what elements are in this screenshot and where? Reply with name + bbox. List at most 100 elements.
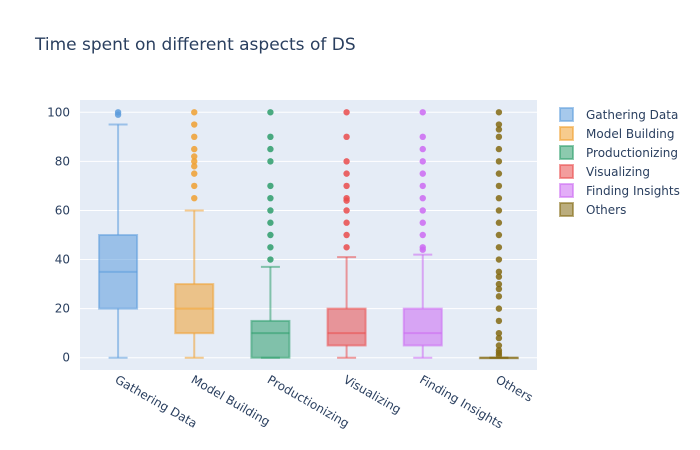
box-productionizing — [250, 109, 291, 359]
outlier-point — [419, 231, 426, 239]
legend-label: Model Building — [586, 127, 675, 141]
legend-label: Productionizing — [586, 146, 678, 160]
plot-background — [80, 100, 537, 370]
outlier-point — [495, 244, 503, 251]
legend-swatch — [559, 164, 574, 179]
outlier-point — [419, 219, 426, 226]
outlier-point — [495, 256, 503, 263]
outlier-point — [191, 170, 198, 177]
box-iqr — [402, 307, 443, 347]
outlier-point — [343, 231, 350, 239]
outlier-point — [191, 121, 198, 128]
outlier-point — [267, 256, 274, 263]
outlier-point — [191, 133, 198, 141]
outlier-point — [267, 182, 274, 190]
outlier-point — [495, 334, 503, 342]
outlier-point — [495, 273, 503, 280]
legend-label: Others — [586, 203, 626, 217]
outlier-point — [191, 194, 198, 202]
legend-label: Finding Insights — [586, 184, 680, 198]
outlier-point — [419, 244, 426, 251]
legend-item-finding-insights[interactable]: Finding Insights — [559, 183, 680, 198]
x-tick-label: Visualizing — [341, 372, 403, 416]
outlier-point — [343, 207, 350, 214]
box-iqr — [250, 319, 291, 359]
legend-item-others[interactable]: Others — [559, 202, 626, 217]
legend-swatch — [559, 145, 574, 160]
box-model-building — [174, 109, 215, 359]
outlier-point — [495, 145, 503, 153]
outlier-point — [495, 293, 503, 300]
x-tick-label: Others — [493, 372, 535, 404]
outlier-point — [343, 219, 350, 226]
outlier-point — [495, 194, 503, 202]
y-tick-label: 0 — [62, 351, 70, 365]
outlier-point — [495, 285, 503, 293]
box-others — [478, 109, 519, 360]
outlier-point — [343, 109, 350, 116]
y-tick-label: 40 — [55, 253, 70, 267]
outlier-point — [114, 109, 122, 116]
outlier-point — [419, 145, 426, 153]
outlier-point — [495, 329, 503, 337]
legend-item-productionizing[interactable]: Productionizing — [559, 145, 678, 160]
outlier-point — [343, 158, 350, 165]
outlier-point — [191, 153, 198, 160]
x-tick-label: Finding Insights — [417, 372, 505, 431]
legend-label: Gathering Data — [586, 108, 678, 122]
legend-item-visualizing[interactable]: Visualizing — [559, 164, 650, 179]
outlier-point — [419, 182, 426, 190]
legend-swatch — [559, 126, 574, 141]
outlier-point — [419, 158, 426, 165]
outlier-point — [267, 158, 274, 165]
outlier-point — [191, 182, 198, 190]
outlier-point — [419, 170, 426, 177]
box-gathering-data — [98, 109, 139, 359]
legend-item-model-building[interactable]: Model Building — [559, 126, 675, 141]
legend-swatch — [559, 107, 574, 122]
legend[interactable]: Gathering Data Model Building Productioniz… — [559, 107, 680, 217]
outlier-point — [267, 145, 274, 153]
y-tick-label: 60 — [55, 203, 70, 217]
outlier-point — [495, 109, 503, 116]
box-visualizing — [326, 109, 367, 359]
outlier-point — [343, 133, 350, 141]
outlier-point — [419, 109, 426, 116]
outlier-point — [343, 194, 350, 202]
outlier-point — [267, 109, 274, 116]
y-tick-label: 20 — [55, 302, 70, 316]
legend-swatch — [559, 202, 574, 217]
outlier-point — [495, 342, 503, 349]
outlier-point — [267, 219, 274, 226]
outlier-point — [495, 280, 503, 288]
outlier-point — [495, 182, 503, 190]
outlier-point — [495, 121, 503, 128]
outlier-point — [495, 170, 503, 177]
outlier-point — [191, 109, 198, 116]
outlier-point — [267, 207, 274, 214]
legend-item-gathering-data[interactable]: Gathering Data — [559, 107, 678, 122]
outlier-point — [343, 244, 350, 251]
outlier-point — [495, 126, 503, 133]
outlier-point — [495, 133, 503, 141]
outlier-point — [343, 170, 350, 177]
outlier-point — [495, 158, 503, 165]
x-tick-label: Productionizing — [265, 372, 352, 430]
outlier-point — [495, 207, 503, 214]
outlier-point — [191, 145, 198, 153]
outlier-point — [495, 317, 503, 325]
outlier-point — [267, 244, 274, 251]
outlier-point — [495, 347, 503, 354]
outlier-point — [267, 231, 274, 239]
legend-label: Visualizing — [586, 165, 650, 179]
outlier-point — [495, 219, 503, 226]
box-iqr — [326, 307, 367, 347]
x-tick-label: Gathering Data — [113, 372, 200, 430]
outlier-point — [495, 305, 503, 312]
outlier-point — [267, 133, 274, 141]
outlier-point — [191, 163, 198, 170]
chart-title: Time spent on different aspects of DS — [34, 35, 356, 55]
box-finding-insights — [402, 109, 443, 359]
outlier-point — [343, 182, 350, 190]
